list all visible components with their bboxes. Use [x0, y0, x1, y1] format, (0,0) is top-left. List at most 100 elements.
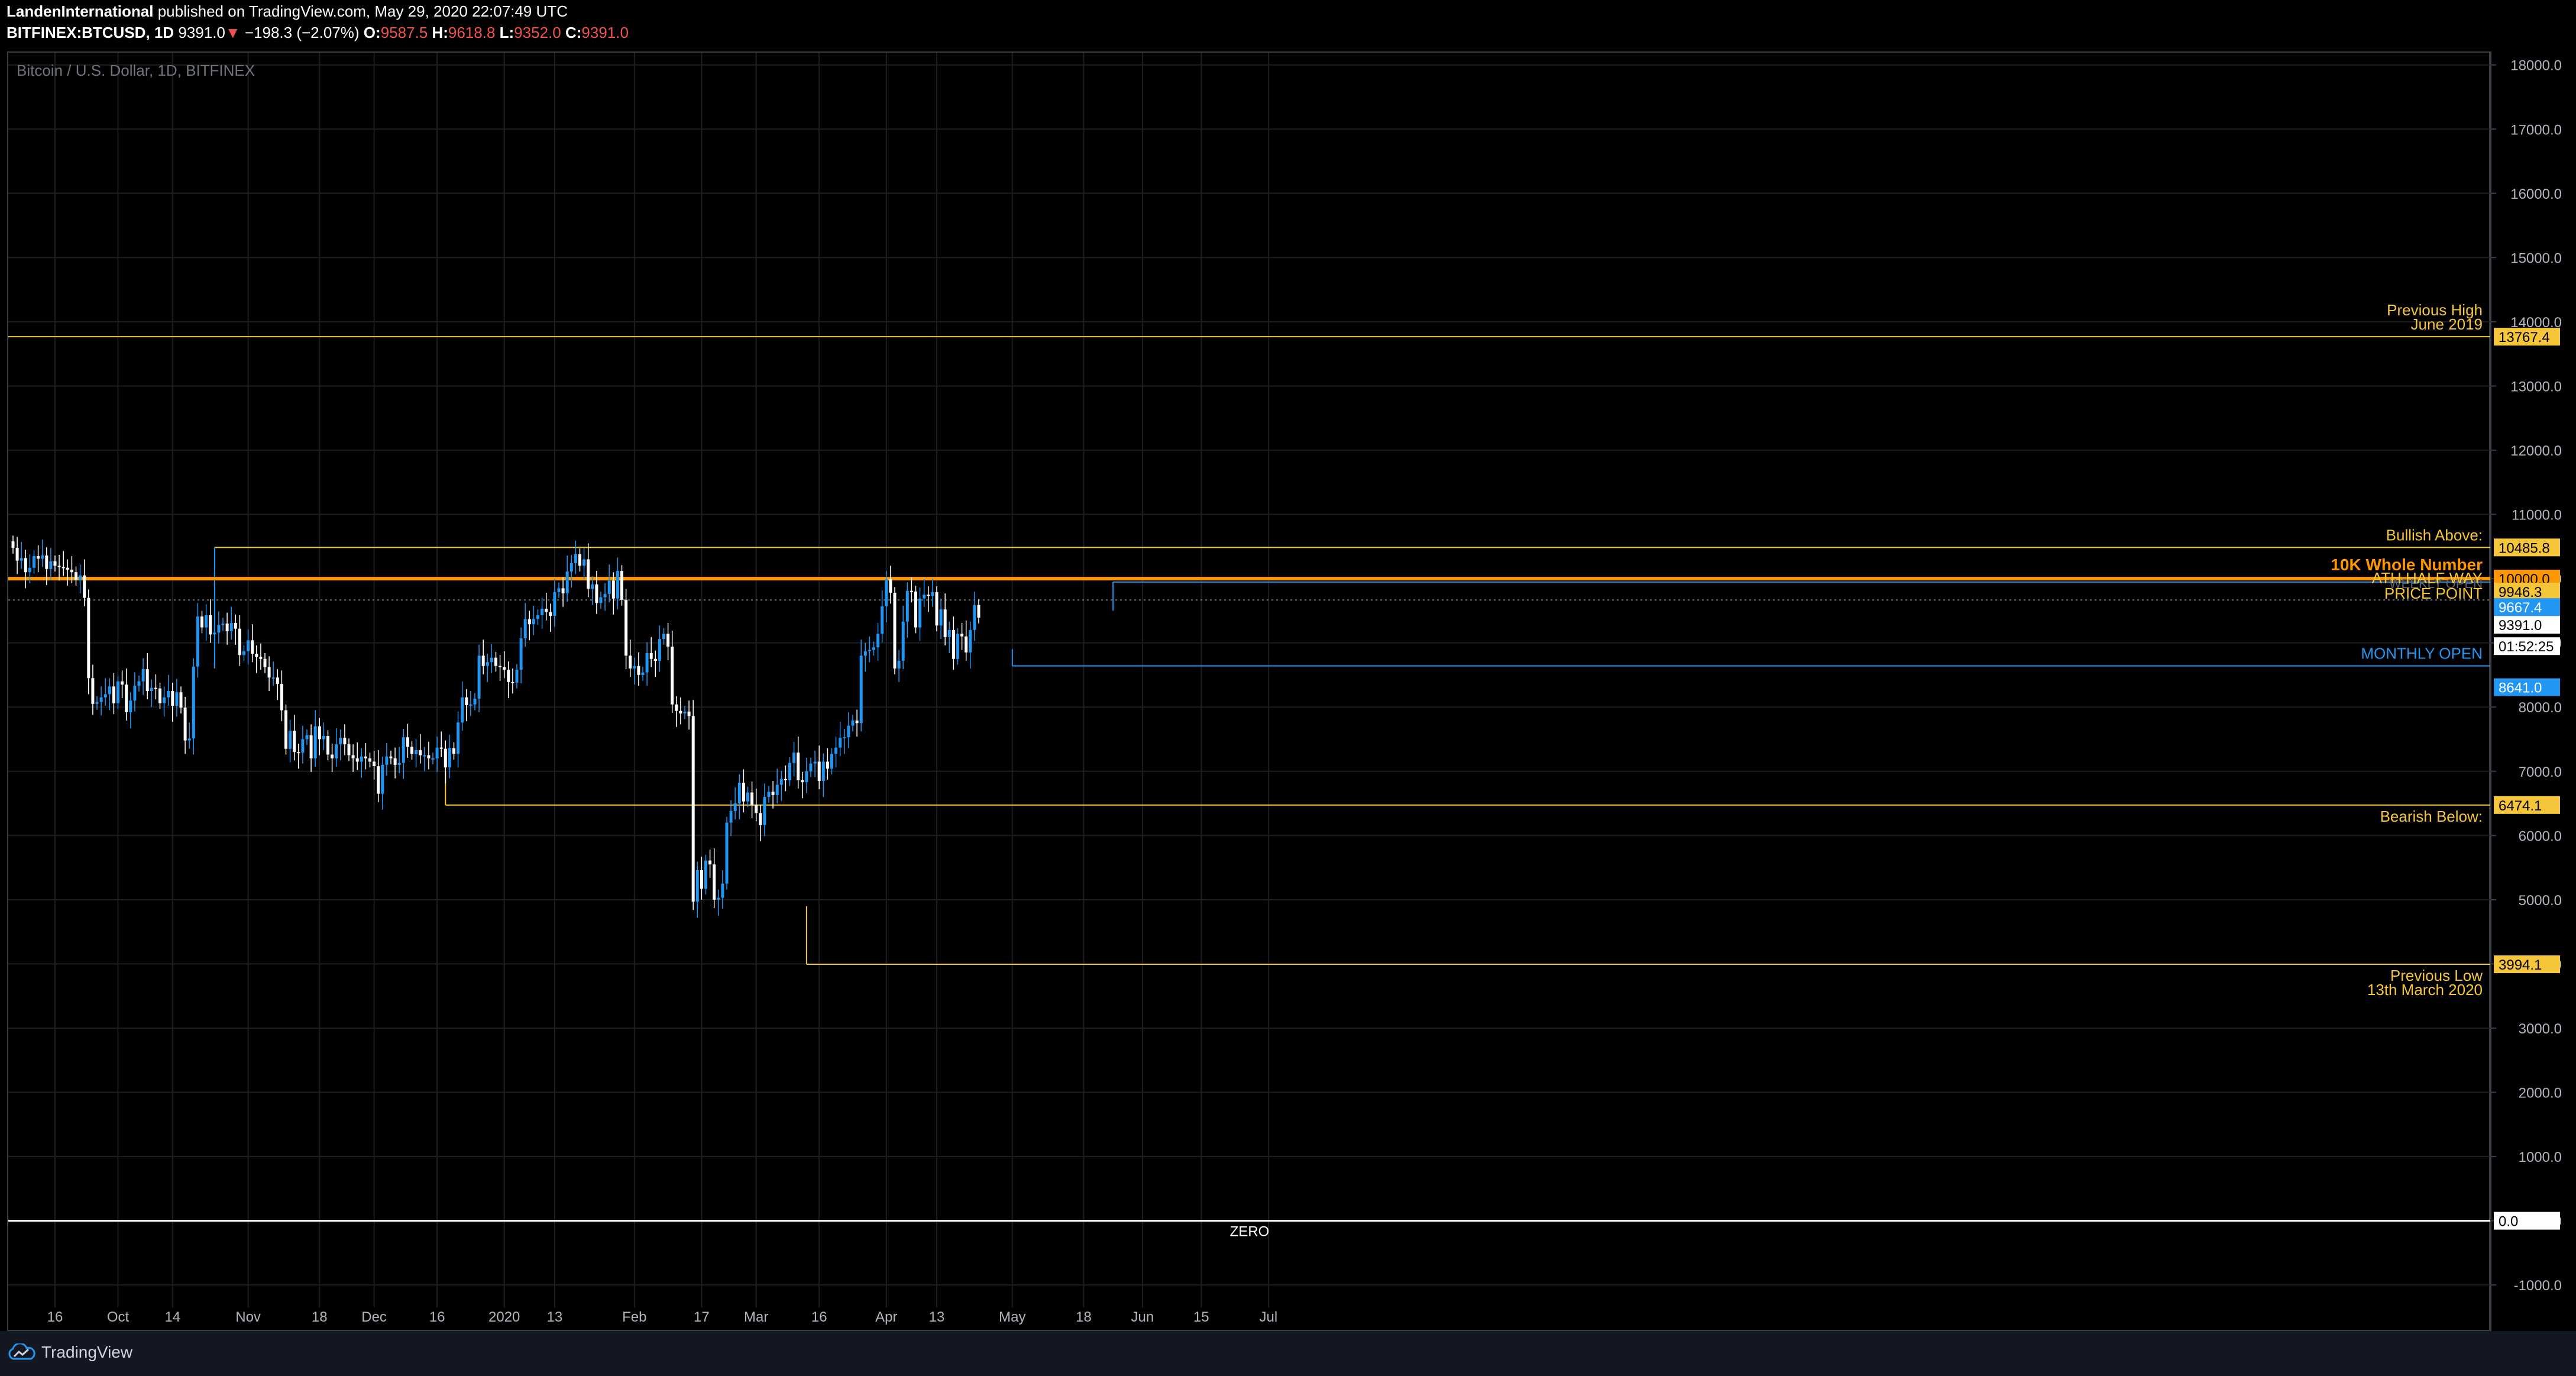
- price-tag-bg: [2494, 328, 2560, 346]
- low-label: L:: [499, 24, 514, 41]
- candle-body: [150, 687, 153, 692]
- x-tick-label: Oct: [107, 1309, 130, 1325]
- candle-body: [881, 606, 884, 634]
- candle-body: [918, 598, 922, 628]
- candle-body: [620, 571, 623, 600]
- low-value: 9352.0: [514, 24, 561, 41]
- candle-body: [435, 747, 439, 759]
- candle-body: [872, 647, 875, 650]
- candle-body: [364, 756, 367, 759]
- candle-body: [868, 650, 871, 651]
- candle-body: [322, 736, 325, 739]
- candle-body: [431, 758, 435, 760]
- candle-body: [145, 669, 149, 692]
- candle-body: [507, 670, 510, 682]
- price-tag: 10485.8: [2499, 540, 2550, 556]
- high-value: 9618.8: [448, 24, 496, 41]
- candle-body: [784, 779, 787, 780]
- candle-body: [192, 666, 195, 739]
- candle-body: [452, 748, 455, 754]
- candles-layer: [11, 535, 980, 918]
- candle-body: [461, 697, 464, 723]
- x-tick-label: 14: [164, 1309, 180, 1325]
- candle-body: [847, 725, 850, 738]
- countdown-tag: 01:52:25: [2499, 639, 2554, 655]
- candle-body: [607, 580, 611, 595]
- author-name[interactable]: LandenInternational: [7, 2, 154, 20]
- x-tick-label: 16: [429, 1309, 445, 1325]
- price-tag-bg: [2494, 582, 2560, 600]
- candle-body: [247, 640, 250, 651]
- candle-body: [809, 763, 813, 771]
- x-tick-label: Dec: [361, 1309, 387, 1325]
- candle-body: [305, 735, 309, 739]
- candle-body: [133, 686, 137, 701]
- candle-body: [121, 681, 124, 685]
- candle-body: [767, 792, 771, 797]
- candle-body: [713, 864, 716, 900]
- candle-body: [276, 677, 279, 684]
- symbol-name[interactable]: BITFINEX:BTCUSD, 1D: [7, 24, 174, 41]
- candle-body: [532, 619, 535, 625]
- candle-body: [629, 655, 632, 669]
- candle-body: [259, 657, 263, 659]
- candle-body: [969, 629, 972, 653]
- candle-body: [251, 640, 254, 654]
- candle-body: [465, 697, 468, 705]
- candle-body: [545, 609, 548, 612]
- countdown-tag-bg: [2494, 637, 2560, 655]
- candle-body: [242, 651, 245, 655]
- candle-body: [960, 634, 964, 637]
- candle-body: [666, 634, 670, 647]
- candle-body: [53, 561, 57, 566]
- candle-body: [125, 684, 128, 712]
- candle-body: [415, 750, 418, 754]
- y-tick-label: -1000.0: [2514, 1278, 2562, 1294]
- x-tick-label: 13: [547, 1309, 563, 1325]
- candle-body: [402, 737, 405, 763]
- time-axis: 16 Oct 14 Nov 18 Dec 16 2020 13 Feb 17 Mar 16 Apr 13 Ma…: [47, 1309, 1278, 1325]
- candle-body: [519, 638, 523, 670]
- candle-body: [444, 748, 447, 768]
- price-tag-bg: [2494, 678, 2560, 696]
- y-tick-label: 12000.0: [2510, 443, 2562, 459]
- candle-body: [813, 761, 817, 764]
- candle-body: [263, 658, 267, 667]
- level-label: WEEKLY OPEN: [2389, 576, 2483, 591]
- candle-body: [927, 595, 930, 596]
- candle-body: [700, 870, 703, 889]
- candle-body: [373, 761, 376, 767]
- candle-body: [561, 588, 565, 594]
- level-label: Previous High: [2387, 301, 2483, 319]
- candle-body: [179, 692, 183, 708]
- candle-body: [175, 692, 179, 706]
- candle-body: [75, 572, 77, 580]
- candle-body: [549, 612, 552, 616]
- candle-body: [108, 686, 111, 695]
- candle-body: [721, 883, 724, 898]
- candle-body: [557, 588, 561, 592]
- candle-body: [313, 726, 317, 759]
- candle-body: [578, 554, 581, 566]
- candle-body: [267, 667, 271, 678]
- candle-body: [309, 735, 313, 759]
- candle-body: [427, 755, 431, 759]
- price-tag: 6474.1: [2499, 798, 2542, 814]
- candle-body: [931, 592, 934, 596]
- candle-body: [24, 558, 27, 573]
- candle-body: [326, 736, 329, 755]
- grid-layer: [8, 53, 2490, 1307]
- candle-body: [876, 634, 880, 648]
- y-tick-label: 6000.0: [2519, 828, 2562, 844]
- publish-text: published on TradingView.com, May 29, 20…: [153, 2, 568, 20]
- candle-body: [11, 541, 15, 548]
- candle-body: [41, 555, 44, 559]
- candle-body: [33, 556, 35, 568]
- candle-body: [154, 687, 157, 689]
- candle-body: [103, 694, 107, 697]
- candle-body: [611, 580, 615, 599]
- tradingview-logo[interactable]: TradingView: [7, 1343, 132, 1362]
- candle-body: [695, 870, 699, 902]
